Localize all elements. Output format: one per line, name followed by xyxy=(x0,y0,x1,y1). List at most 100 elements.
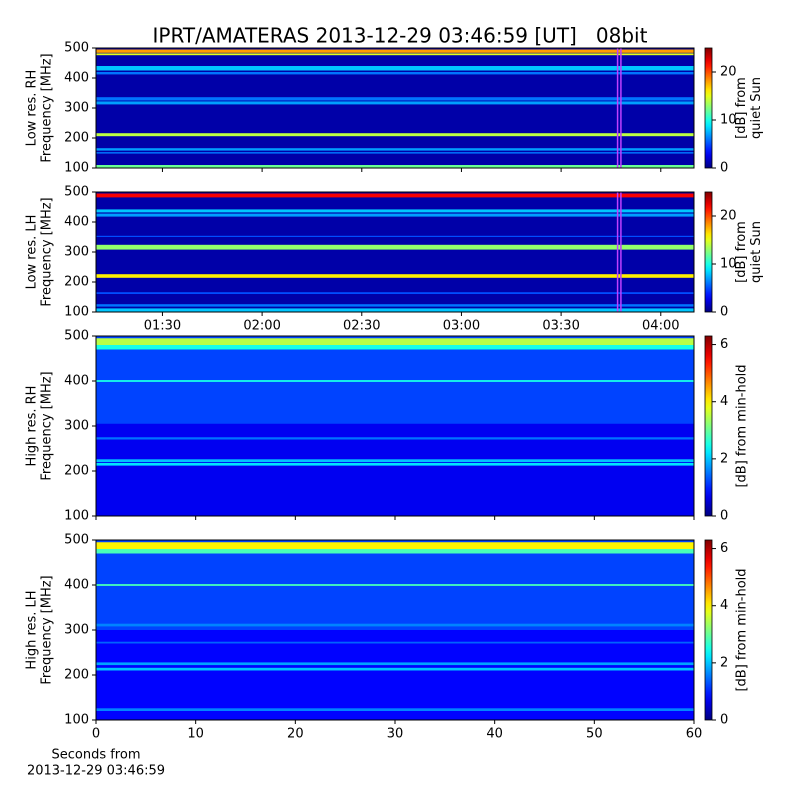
colorbar xyxy=(704,47,713,169)
y-axis-label: Frequency [MHz] xyxy=(40,197,55,306)
y-axis-label: Frequency [MHz] xyxy=(40,53,55,162)
x-axis-label: Seconds from xyxy=(51,748,140,763)
colorbar-tick-label: 0 xyxy=(720,161,728,176)
y-tick-label: 400 xyxy=(64,215,89,230)
y-tick-label: 400 xyxy=(64,578,89,593)
y-tick-label: 200 xyxy=(64,131,89,146)
x-tick-label: 02:00 xyxy=(243,319,280,334)
x-axis-label: 2013-12-29 03:46:59 xyxy=(27,764,165,779)
colorbar-tick-label: 0 xyxy=(720,305,728,320)
colorbar-tick-label: 6 xyxy=(720,337,728,352)
spectrum-band xyxy=(96,209,694,213)
x-tick-label: 03:00 xyxy=(443,319,480,334)
y-tick-label: 200 xyxy=(64,464,89,479)
colorbar-label: quiet Sun xyxy=(749,221,764,283)
x-tick-label: 04:00 xyxy=(642,319,679,334)
figure-title: IPRT/AMATERAS 2013-12-29 03:46:59 [UT] 0… xyxy=(153,24,648,48)
colorbar-label: [dB] from xyxy=(734,221,749,283)
spectrum-band xyxy=(96,549,694,554)
spectrum-band xyxy=(96,437,694,440)
colorbar xyxy=(704,191,713,313)
colorbar-tick-label: 0 xyxy=(720,713,728,728)
y-tick-label: 300 xyxy=(64,245,89,260)
colorbar-tick-label: 10 xyxy=(720,257,737,272)
y-tick-label: 200 xyxy=(64,668,89,683)
spectrum-band xyxy=(96,213,694,217)
colorbar-label: [dB] from xyxy=(734,77,749,139)
y-axis-label: High res. RH xyxy=(25,386,40,467)
spectrum-band xyxy=(96,345,694,350)
spectrum-band xyxy=(96,462,694,466)
x-tick-label: 10 xyxy=(187,727,204,742)
y-tick-label: 500 xyxy=(64,41,89,56)
spectrum-band xyxy=(96,53,694,56)
colorbar-tick-label: 20 xyxy=(720,209,737,224)
spectrum-band xyxy=(96,542,694,549)
colorbar-tick-label: 6 xyxy=(720,541,728,556)
spectrum-band xyxy=(96,244,694,250)
colorbar-label: [dB] from min-hold xyxy=(735,364,750,487)
y-tick-label: 300 xyxy=(64,623,89,638)
y-tick-label: 100 xyxy=(64,305,89,320)
spectrum-band xyxy=(96,72,694,75)
y-tick-label: 300 xyxy=(64,101,89,116)
y-axis-label: Low res. LH xyxy=(25,215,40,290)
colorbar-tick-label: 4 xyxy=(720,598,728,613)
y-tick-label: 500 xyxy=(64,533,89,548)
x-tick-label: 40 xyxy=(486,727,503,742)
y-axis-label: Frequency [MHz] xyxy=(40,371,55,480)
spectrum-band xyxy=(96,49,694,53)
spectrum-band xyxy=(96,274,694,278)
y-axis-label: Frequency [MHz] xyxy=(40,575,55,684)
spectrum-band xyxy=(96,623,694,627)
colorbar-tick-label: 10 xyxy=(720,113,737,128)
spectrum-band xyxy=(96,235,694,237)
spectrum-band xyxy=(96,662,694,666)
spectrum-band xyxy=(96,133,694,137)
x-tick-label: 30 xyxy=(387,727,404,742)
spectrum-band xyxy=(96,101,694,105)
spectrum-band xyxy=(96,584,694,586)
y-tick-label: 500 xyxy=(64,185,89,200)
y-tick-label: 400 xyxy=(64,374,89,389)
x-tick-label: 0 xyxy=(92,727,100,742)
x-tick-label: 02:30 xyxy=(343,319,380,334)
spectrum-band xyxy=(96,708,694,711)
colorbar xyxy=(704,539,713,721)
colorbar-label: [dB] from min-hold xyxy=(735,568,750,691)
x-tick-label: 20 xyxy=(287,727,304,742)
y-tick-label: 100 xyxy=(64,161,89,176)
x-tick-label: 03:30 xyxy=(542,319,579,334)
spectrum-band xyxy=(96,97,694,101)
spectrum-band xyxy=(96,148,694,151)
colorbar-tick-label: 20 xyxy=(720,65,737,80)
spectrum-band xyxy=(96,667,694,671)
spectrum-band xyxy=(96,459,694,462)
spectrum-band xyxy=(96,630,694,720)
colorbar-tick-label: 2 xyxy=(720,451,728,466)
y-tick-label: 500 xyxy=(64,329,89,344)
y-axis-label: High res. LH xyxy=(25,590,40,669)
x-tick-label: 50 xyxy=(586,727,603,742)
spectrum-band xyxy=(96,304,694,307)
y-tick-label: 100 xyxy=(64,509,89,524)
x-tick-label: 01:30 xyxy=(144,319,181,334)
colorbar-tick-label: 2 xyxy=(720,655,728,670)
y-axis-label: Low res. RH xyxy=(25,70,40,147)
colorbar-tick-label: 4 xyxy=(720,394,728,409)
spectrum-band xyxy=(96,165,694,168)
colorbar xyxy=(704,335,713,517)
y-tick-label: 400 xyxy=(64,71,89,86)
x-tick-label: 60 xyxy=(686,727,703,742)
spectrum-band xyxy=(96,152,694,154)
spectrum-band xyxy=(96,193,694,198)
spectrum-band xyxy=(96,66,694,71)
spectrum-band xyxy=(96,292,694,294)
y-tick-label: 200 xyxy=(64,275,89,290)
spectrum-band xyxy=(96,308,694,312)
spectrum-band xyxy=(96,338,694,345)
spectrum-band xyxy=(96,641,694,644)
y-tick-label: 100 xyxy=(64,713,89,728)
spectrum-band xyxy=(96,380,694,382)
